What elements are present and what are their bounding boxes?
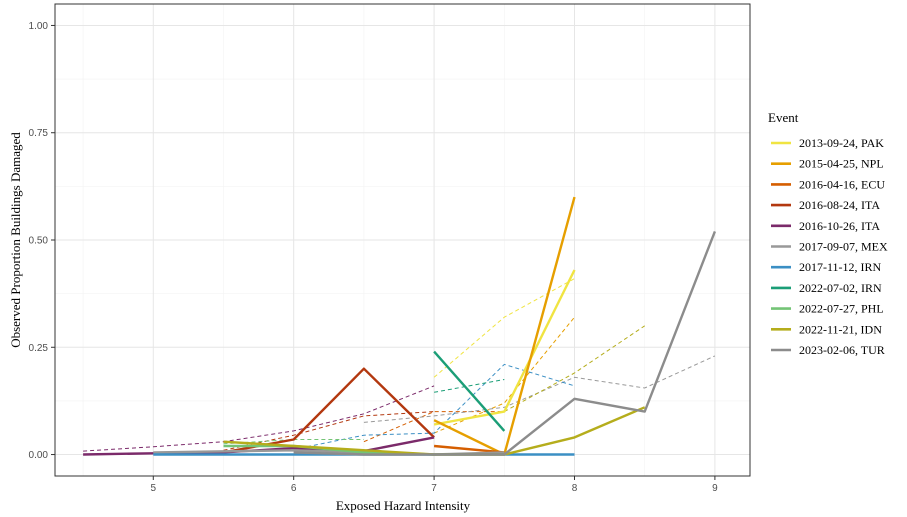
legend-label: 2023-02-06, TUR bbox=[799, 343, 885, 357]
y-tick-label: 1.00 bbox=[29, 21, 49, 32]
x-tick-label: 8 bbox=[572, 483, 578, 494]
modelled-line bbox=[153, 363, 575, 455]
y-axis-title: Observed Proportion Buildings Damaged bbox=[8, 132, 23, 348]
observed-line bbox=[293, 230, 717, 456]
legend: Event 2013-09-24, PAK 2015-04-25, NPL 2016… bbox=[768, 110, 888, 357]
legend-label: 2017-11-12, IRN bbox=[799, 260, 882, 274]
legend-label: 2022-07-27, PHL bbox=[799, 302, 884, 316]
modelled-line bbox=[434, 379, 505, 393]
legend-label: 2022-11-21, IDN bbox=[799, 322, 882, 336]
observed-line bbox=[433, 350, 506, 432]
legend-label: 2016-08-24, ITA bbox=[799, 198, 880, 212]
y-tick-label: 0.50 bbox=[29, 236, 49, 247]
modelled-line bbox=[504, 325, 645, 413]
series-lines bbox=[83, 196, 717, 456]
y-tick-label: 0.00 bbox=[29, 450, 49, 461]
legend-title: Event bbox=[768, 110, 799, 125]
x-tick-label: 7 bbox=[431, 483, 437, 494]
modelled-line bbox=[433, 278, 575, 378]
modelled-line bbox=[83, 385, 435, 452]
x-axis-title: Exposed Hazard Intensity bbox=[336, 498, 471, 513]
legend-label: 2022-07-02, IRN bbox=[799, 281, 882, 295]
y-tick-label: 0.25 bbox=[29, 343, 49, 354]
legend-label: 2016-10-26, ITA bbox=[799, 219, 880, 233]
observed-line bbox=[433, 269, 576, 426]
axis-ticks: 5 6 7 8 9 0.00 0.25 0.50 0.75 1.00 bbox=[29, 21, 719, 494]
observed-line bbox=[433, 444, 505, 454]
legend-label: 2017-09-07, MEX bbox=[799, 240, 888, 254]
modelled-line bbox=[433, 316, 575, 434]
x-tick-label: 5 bbox=[151, 483, 157, 494]
x-tick-label: 6 bbox=[291, 483, 297, 494]
y-tick-label: 0.75 bbox=[29, 128, 49, 139]
legend-label: 2013-09-24, PAK bbox=[799, 136, 884, 150]
legend-label: 2016-04-16, ECU bbox=[799, 177, 885, 191]
x-tick-label: 9 bbox=[712, 483, 718, 494]
legend-label: 2015-04-25, NPL bbox=[799, 157, 884, 171]
